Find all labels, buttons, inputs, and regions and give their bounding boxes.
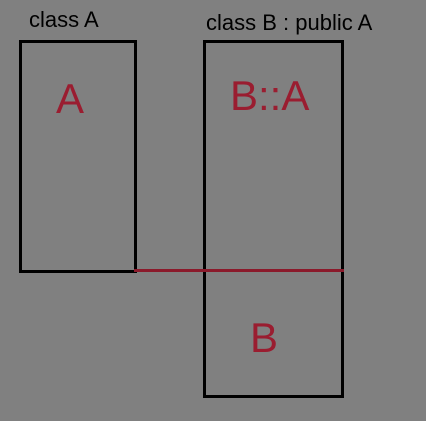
base-subobject-divider (134, 269, 344, 272)
class-a-member-label: A (56, 75, 85, 122)
inherited-a-member-label: B::A (230, 72, 310, 119)
class-b-caption: class B : public A (206, 10, 373, 35)
class-a-box (19, 40, 137, 273)
class-b-box (203, 40, 344, 398)
class-a-caption: class A (29, 7, 99, 32)
class-b-own-member-label: B (250, 314, 279, 361)
